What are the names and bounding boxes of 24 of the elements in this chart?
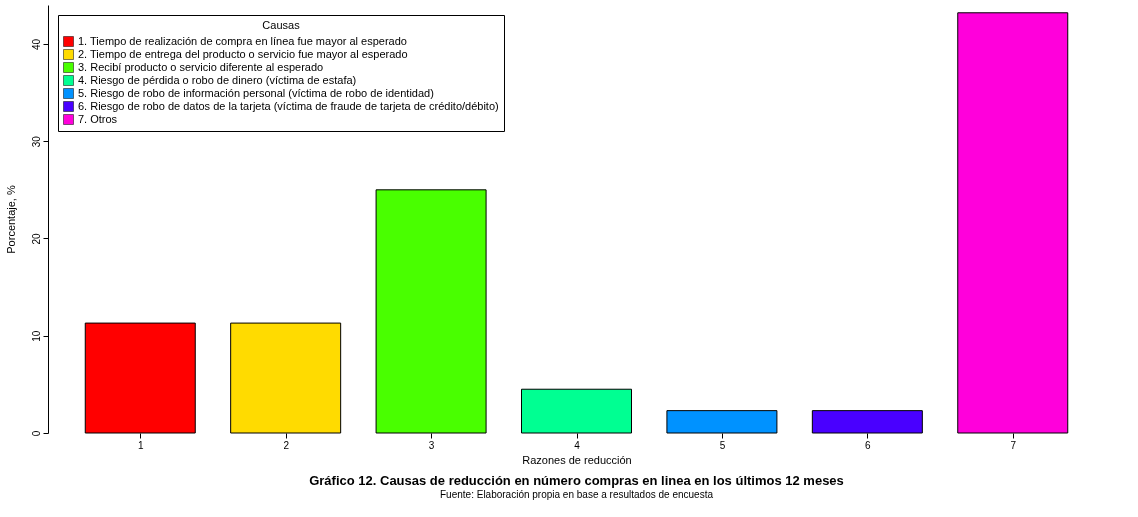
legend-label: 6. Riesgo de robo de datos de la tarjeta (víctima de fraude de tarjeta de crédito/débito): [78, 99, 499, 112]
text: Gráfico 12. Causas de reducción en número compras en linea en los últimos 12 meses: [309, 473, 844, 488]
y-tick-label: 20: [30, 232, 42, 245]
x-tick-label: 2: [283, 439, 290, 451]
legend-label: 7. Otros: [78, 112, 118, 125]
legend-label: 2. Tiempo de entrega del producto o servicio fue mayor al esperado: [78, 47, 408, 60]
legend-label: 5. Riesgo de robo de información personal (víctima de robo de identidad): [78, 86, 434, 99]
x-tick-label: 1: [137, 439, 144, 451]
y-tick-label: 40: [30, 38, 42, 50]
x-axis-title: Razones de reducción: [522, 453, 632, 466]
legend-label: 4. Riesgo de pérdida o robo de dinero (víctima de estafa): [78, 73, 357, 86]
legend-label: 1. Tiempo de realización de compra en línea fue mayor al esperado: [78, 34, 407, 47]
x-tick-label: 4: [574, 439, 581, 451]
y-axis-title: Porcentaje, %: [4, 185, 17, 254]
legend-label: 3. Recibí producto o servicio diferente al esperado: [78, 60, 324, 73]
legend-title: Causas: [262, 19, 301, 31]
y-tick-label: 0: [30, 430, 42, 437]
x-tick-label: 3: [428, 439, 435, 451]
x-tick-label: 5: [719, 439, 726, 451]
y-tick-label: 30: [30, 135, 42, 148]
x-tick-label: 6: [865, 439, 872, 451]
y-tick-label: 10: [30, 330, 42, 342]
source-note: Fuente: Elaboración propia en base a resultados de encuesta: [440, 489, 714, 500]
x-tick-label: 7: [1010, 439, 1017, 451]
